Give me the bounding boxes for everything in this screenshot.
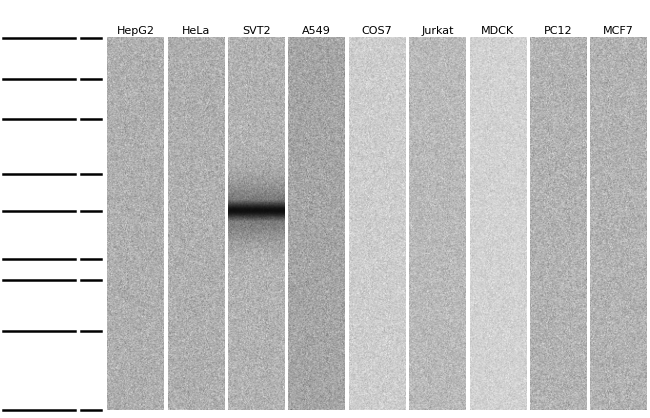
Text: COS7: COS7 [361, 25, 393, 36]
Text: A549: A549 [302, 25, 331, 36]
Text: HeLa: HeLa [182, 25, 210, 36]
Text: HepG2: HepG2 [116, 25, 155, 36]
Text: MCF7: MCF7 [603, 25, 634, 36]
Text: Jurkat: Jurkat [421, 25, 454, 36]
Text: MDCK: MDCK [481, 25, 514, 36]
Text: SVT2: SVT2 [242, 25, 270, 36]
Text: PC12: PC12 [544, 25, 573, 36]
